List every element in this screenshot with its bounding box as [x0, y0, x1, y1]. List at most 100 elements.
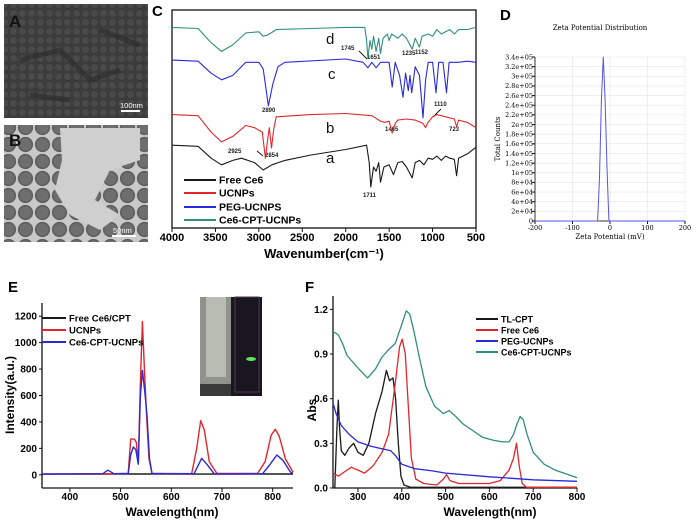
chart-panel-f: 300 400 500 600 700 800 0.0 0.3 0.6 0.9 1.2 Wavelen…: [305, 296, 586, 519]
x-tick-label: -200: [528, 224, 543, 232]
x-tick-label: 2000: [333, 232, 357, 244]
x-tick-label: 600: [163, 492, 180, 503]
y-tick-label: 8e+04: [511, 179, 533, 187]
peak-label: 2890: [262, 108, 276, 114]
annotation-arrows: [256, 50, 442, 157]
panel-label-f: F: [305, 279, 314, 296]
y-tick-label: 1.8e+05: [505, 130, 533, 138]
x-tick-label: 2500: [290, 232, 314, 244]
peak-label: 723: [449, 127, 460, 133]
y-tick-label: 0: [529, 217, 533, 225]
y-tick-label: 3.4e+05: [505, 53, 533, 61]
y-tick-label: 3.2e+05: [505, 63, 533, 71]
sem-image: [4, 4, 148, 118]
peak-label: 2925: [228, 149, 242, 155]
x-tick-label: 700: [214, 492, 231, 503]
y-tick-label: 4e+04: [511, 198, 533, 206]
legend-label: Ce6-CPT-UCNPs: [69, 338, 143, 349]
y-tick-label: 1.2e+05: [505, 159, 533, 167]
series-line-ce6-cpt-ucnps: [41, 369, 294, 475]
legend-label: Ce6-CPT-UCNPs: [219, 215, 301, 227]
zeta-title: Zeta Potential Distribution: [553, 24, 648, 32]
cuvette-ambient-body: [206, 297, 226, 377]
x-tick-label: 1000: [420, 232, 444, 244]
panel-label-c: C: [152, 3, 163, 20]
series-line-ucnps: [171, 112, 477, 159]
scale-bar-a-label: 100nm: [120, 101, 143, 110]
x-tick-label: 800: [569, 492, 586, 503]
legend-label: PEG-UCNPS: [219, 202, 281, 214]
y-tick-label: 6e+04: [511, 188, 533, 196]
x-axis-label: Wavelength(nm): [444, 505, 537, 519]
x-tick-label: 500: [112, 492, 129, 503]
y-tick-label: 2.2e+05: [505, 111, 533, 119]
panel-label-e: E: [8, 279, 18, 296]
y-tick-label: 1e+05: [511, 169, 533, 177]
cuvette-excited: [231, 297, 262, 396]
y-tick-label: 2.8e+05: [505, 82, 533, 90]
peak-label: 1110: [434, 102, 447, 108]
x-tick-label: 400: [62, 492, 79, 503]
x-tick-label: 100: [641, 224, 653, 232]
y-axis-label: Total Counts: [494, 116, 502, 161]
series-line-peg-ucnps: [171, 58, 477, 119]
y-tick-label: 0.6: [314, 394, 328, 405]
cuvette-inset-photo: [200, 296, 262, 396]
x-tick-label: 500: [437, 492, 454, 503]
y-tick-label: 2e+05: [511, 121, 533, 129]
legend-label: UCNPs: [219, 188, 255, 200]
chart-panel-e: 400 500 600 700 800 0 200 400 600 800 1000 1200 Wave…: [3, 303, 294, 519]
legend-label: Free Ce6/CPT: [69, 314, 131, 325]
y-tick-label: 0.9: [314, 350, 328, 361]
y-tick-label: 2.6e+05: [505, 92, 533, 100]
peak-label: 1152: [415, 50, 429, 56]
y-tick-label: 1.4e+05: [505, 150, 533, 158]
legend-label: Ce6-CPT-UCNPs: [501, 348, 572, 358]
series-line-zeta: [535, 56, 685, 222]
cuvette-outline: [234, 296, 260, 393]
series-line-ce6-cpt-ucnps: [171, 26, 477, 59]
plot-frame: [171, 9, 477, 229]
curve-letters: d c b a: [326, 31, 336, 167]
x-tick-label: 700: [525, 492, 542, 503]
curve-letter-c: c: [328, 66, 336, 83]
tem-empty-region: [55, 128, 140, 230]
y-tick-label: 1.2: [314, 305, 328, 316]
x-axis-label: Wavelength(nm): [126, 505, 219, 519]
y-tick-label: 1000: [15, 338, 38, 349]
x-axis-label: Zeta Potential (mV): [575, 233, 644, 241]
sem-texture: [19, 27, 141, 103]
series-line-tl-cpt: [334, 369, 577, 489]
panel-label-d: D: [500, 7, 511, 24]
peak-label: 1465: [385, 127, 399, 133]
y-axis-label: Abs: [305, 398, 319, 421]
y-tick-label: 400: [20, 417, 37, 428]
y-tick-label: 1200: [15, 312, 38, 323]
y-tick-label: 2.4e+05: [505, 102, 533, 110]
x-tick-label: 3000: [247, 232, 271, 244]
legend-label: Free Ce6: [219, 175, 264, 187]
series-line-ce6-cpt-ucnps: [332, 310, 578, 479]
series-line-free-ce6: [332, 338, 577, 488]
green-emission-spot: [246, 357, 256, 361]
y-tick-label: 800: [20, 365, 37, 376]
x-tick-label: 200: [679, 224, 691, 232]
y-tick-label: 200: [20, 444, 37, 455]
x-tick-label: -100: [565, 224, 580, 232]
y-tick-label: 0: [31, 470, 37, 481]
legend-label: UCNPs: [69, 326, 101, 337]
y-tick-label: 3e+05: [511, 73, 533, 81]
curve-letter-b: b: [326, 120, 334, 137]
x-tick-label: 1500: [377, 232, 401, 244]
series-line-peg-ucnps: [332, 403, 578, 482]
cuvette-base: [200, 384, 231, 396]
legend-label: Free Ce6: [501, 326, 539, 336]
y-tick-label: 600: [20, 391, 37, 402]
charts: 4000 3500 3000 2500 2000 1500 1000 500Wavenumbe…: [3, 9, 691, 519]
chart-panel-d: -200 -100 0 100 20002e+044e+046e+048e+041e+0…: [494, 53, 691, 241]
x-tick-label: 4000: [160, 232, 184, 244]
x-tick-label: 0: [608, 224, 612, 232]
panel-label-b: B: [9, 131, 21, 150]
